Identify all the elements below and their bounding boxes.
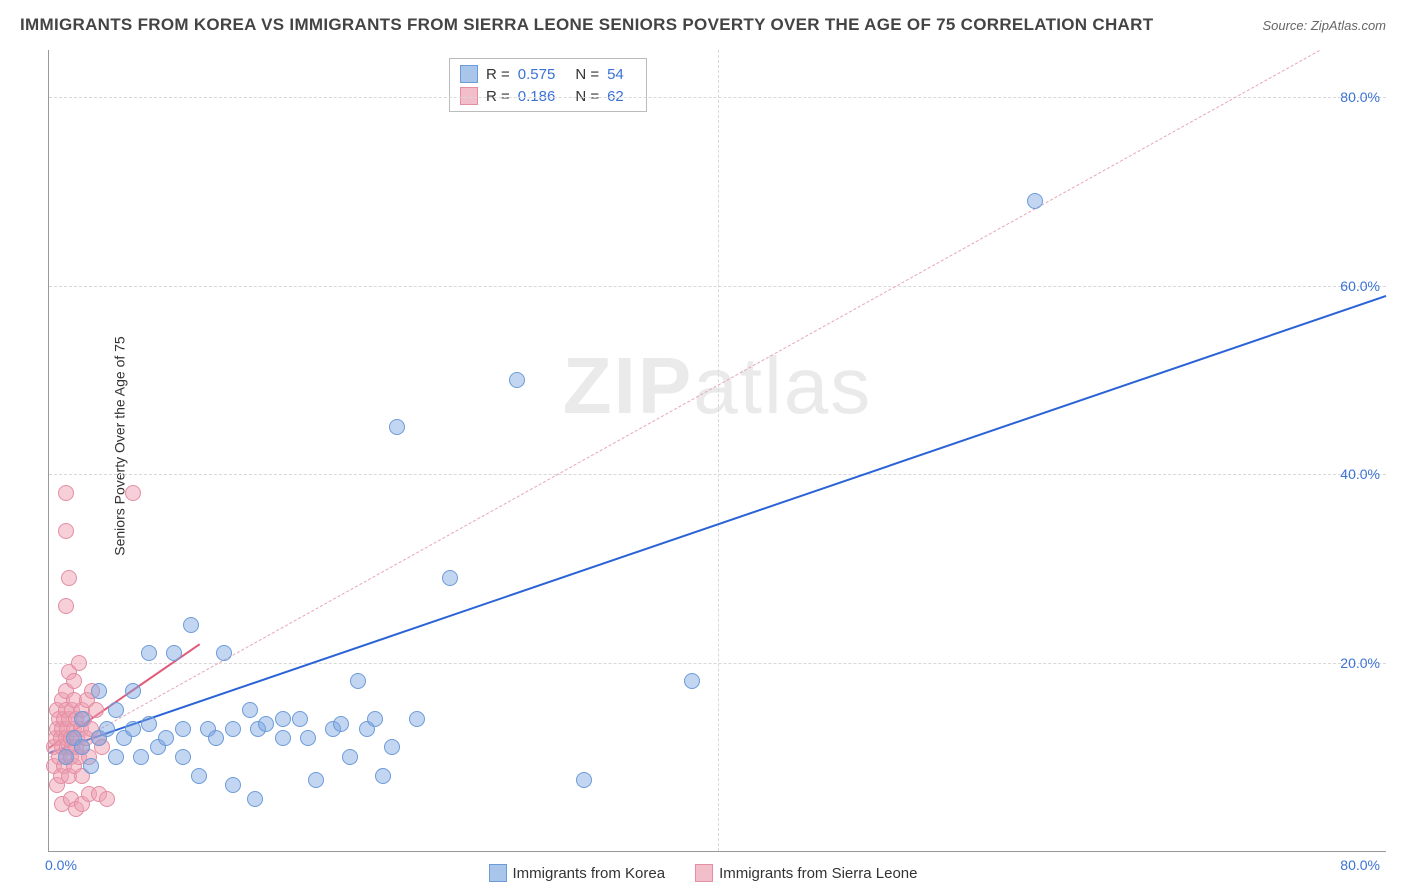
data-point-korea xyxy=(125,721,141,737)
data-point-korea xyxy=(225,721,241,737)
data-point-korea xyxy=(58,749,74,765)
data-point-korea xyxy=(275,730,291,746)
data-point-korea xyxy=(308,772,324,788)
data-point-korea xyxy=(300,730,316,746)
data-point-korea xyxy=(91,683,107,699)
data-point-korea xyxy=(409,711,425,727)
corr-row-korea: R =0.575 N =54 xyxy=(460,63,636,85)
series-legend: Immigrants from Korea Immigrants from Si… xyxy=(0,864,1406,882)
data-point-sierra xyxy=(71,655,87,671)
data-point-korea xyxy=(247,791,263,807)
data-point-korea xyxy=(83,758,99,774)
data-point-korea xyxy=(442,570,458,586)
data-point-korea xyxy=(384,739,400,755)
data-point-korea xyxy=(108,702,124,718)
data-point-korea xyxy=(158,730,174,746)
data-point-korea xyxy=(141,645,157,661)
data-point-sierra xyxy=(58,523,74,539)
data-point-korea xyxy=(275,711,291,727)
swatch-korea-icon xyxy=(460,65,478,83)
data-point-korea xyxy=(175,721,191,737)
data-point-korea xyxy=(576,772,592,788)
data-point-korea xyxy=(108,749,124,765)
data-point-sierra xyxy=(61,570,77,586)
data-point-korea xyxy=(183,617,199,633)
data-point-sierra xyxy=(58,598,74,614)
data-point-korea xyxy=(509,372,525,388)
data-point-korea xyxy=(292,711,308,727)
swatch-sierra-icon xyxy=(460,87,478,105)
y-tick-label: 60.0% xyxy=(1340,278,1380,294)
data-point-sierra xyxy=(99,791,115,807)
swatch-sierra-icon xyxy=(695,864,713,882)
data-point-korea xyxy=(684,673,700,689)
data-point-korea xyxy=(125,683,141,699)
data-point-korea xyxy=(208,730,224,746)
data-point-korea xyxy=(141,716,157,732)
data-point-korea xyxy=(1027,193,1043,209)
data-point-korea xyxy=(74,711,90,727)
data-point-korea xyxy=(225,777,241,793)
legend-label-sierra: Immigrants from Sierra Leone xyxy=(719,865,917,882)
data-point-korea xyxy=(342,749,358,765)
data-point-korea xyxy=(350,673,366,689)
correlation-legend: R =0.575 N =54 R =0.186 N =62 xyxy=(449,58,647,112)
y-tick-label: 20.0% xyxy=(1340,655,1380,671)
data-point-korea xyxy=(333,716,349,732)
data-point-korea xyxy=(258,716,274,732)
data-point-sierra xyxy=(66,673,82,689)
data-point-korea xyxy=(166,645,182,661)
data-point-sierra xyxy=(58,485,74,501)
corr-row-sierra: R =0.186 N =62 xyxy=(460,85,636,107)
data-point-korea xyxy=(133,749,149,765)
page-title: IMMIGRANTS FROM KOREA VS IMMIGRANTS FROM… xyxy=(20,15,1153,35)
legend-item-sierra: Immigrants from Sierra Leone xyxy=(695,864,917,882)
y-tick-label: 80.0% xyxy=(1340,89,1380,105)
data-point-korea xyxy=(191,768,207,784)
data-point-sierra xyxy=(125,485,141,501)
data-point-korea xyxy=(367,711,383,727)
data-point-korea xyxy=(216,645,232,661)
data-point-korea xyxy=(74,739,90,755)
data-point-korea xyxy=(242,702,258,718)
source-label: Source: ZipAtlas.com xyxy=(1262,18,1386,33)
data-point-korea xyxy=(99,721,115,737)
scatter-plot-area: ZIPatlas R =0.575 N =54 R =0.186 N =62 0… xyxy=(48,50,1386,852)
data-point-korea xyxy=(389,419,405,435)
data-point-sierra xyxy=(88,702,104,718)
gridline-v xyxy=(718,50,719,851)
legend-item-korea: Immigrants from Korea xyxy=(489,864,666,882)
y-tick-label: 40.0% xyxy=(1340,466,1380,482)
diagonal-reference-line xyxy=(49,50,1320,758)
data-point-korea xyxy=(175,749,191,765)
data-point-korea xyxy=(375,768,391,784)
swatch-korea-icon xyxy=(489,864,507,882)
legend-label-korea: Immigrants from Korea xyxy=(513,865,666,882)
